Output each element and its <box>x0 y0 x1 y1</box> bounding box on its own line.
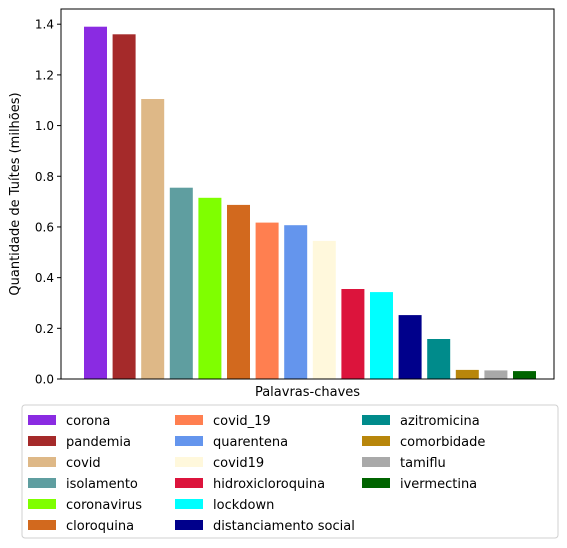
bar-pandemia <box>112 34 136 380</box>
legend-label: cloroquina <box>66 519 134 534</box>
legend-label: ivermectina <box>400 477 477 492</box>
y-axis-label: Quantidade de Tuítes (milhões) <box>8 92 23 295</box>
legend-label: pandemia <box>66 435 131 450</box>
y-tick-label: 1.4 <box>35 18 54 32</box>
bars-group <box>84 26 536 380</box>
legend-label: tamiflu <box>400 456 446 471</box>
bar-ivermectina <box>513 371 536 379</box>
legend-swatch <box>175 415 203 425</box>
bar-comorbidade <box>455 369 479 379</box>
bar-azitromicina <box>427 339 451 379</box>
bar-quarentena <box>284 225 308 379</box>
legend-label: azitromicina <box>400 414 480 429</box>
bar-covid-19 <box>255 222 279 379</box>
y-tick-label: 0.6 <box>35 220 54 234</box>
legend-swatch <box>175 520 203 530</box>
y-tick-label: 1.0 <box>35 119 54 133</box>
bar-corona <box>84 26 107 379</box>
legend-swatch <box>175 499 203 509</box>
legend-swatch <box>28 415 56 425</box>
legend-swatch <box>362 436 390 446</box>
legend-label: lockdown <box>213 498 274 513</box>
legend-swatch <box>362 478 390 488</box>
legend-swatch <box>362 457 390 467</box>
legend-label: hidroxicloroquina <box>213 477 325 492</box>
legend-label: distanciamento social <box>213 519 355 534</box>
legend-swatch <box>28 457 56 467</box>
legend-swatch <box>175 478 203 488</box>
legend-label: coronavirus <box>66 498 142 513</box>
legend-swatch <box>175 436 203 446</box>
legend-label: covid19 <box>213 456 264 471</box>
bar-hidroxicloroquina <box>341 289 365 379</box>
legend-swatch <box>28 520 56 530</box>
legend-label: covid_19 <box>213 414 271 429</box>
y-tick-label: 0.4 <box>35 271 54 285</box>
y-axis: 0.0 0.2 0.4 0.6 0.8 1.0 1.2 1.4 <box>35 18 61 387</box>
bar-tamiflu <box>484 370 508 379</box>
legend-label: covid <box>66 456 101 471</box>
bar-distanciamento-social <box>398 315 422 379</box>
y-tick-label: 0.2 <box>35 322 54 336</box>
legend-label: quarentena <box>213 435 288 450</box>
legend-swatch <box>175 457 203 467</box>
legend-swatch <box>28 478 56 488</box>
bar-isolamento <box>169 187 193 379</box>
legend-swatch <box>362 415 390 425</box>
plot-frame <box>60 8 555 380</box>
bar-covid <box>141 99 165 379</box>
y-tick-label: 1.2 <box>35 68 54 82</box>
bar-cloroquina <box>227 204 250 379</box>
legend-swatch <box>28 436 56 446</box>
x-axis-label: Palavras-chaves <box>255 385 360 400</box>
bar-lockdown <box>370 292 393 379</box>
legend-label: isolamento <box>66 477 138 492</box>
legend: corona pandemia covid isolamento coronavirus… <box>21 404 559 539</box>
bar-covid19 <box>312 240 336 379</box>
y-tick-label: 0.0 <box>35 373 54 387</box>
y-tick-label: 0.8 <box>35 170 54 184</box>
legend-swatch <box>28 499 56 509</box>
legend-label: comorbidade <box>400 435 485 450</box>
legend-frame <box>21 404 559 539</box>
legend-label: corona <box>66 414 110 429</box>
bar-coronavirus <box>198 197 222 379</box>
